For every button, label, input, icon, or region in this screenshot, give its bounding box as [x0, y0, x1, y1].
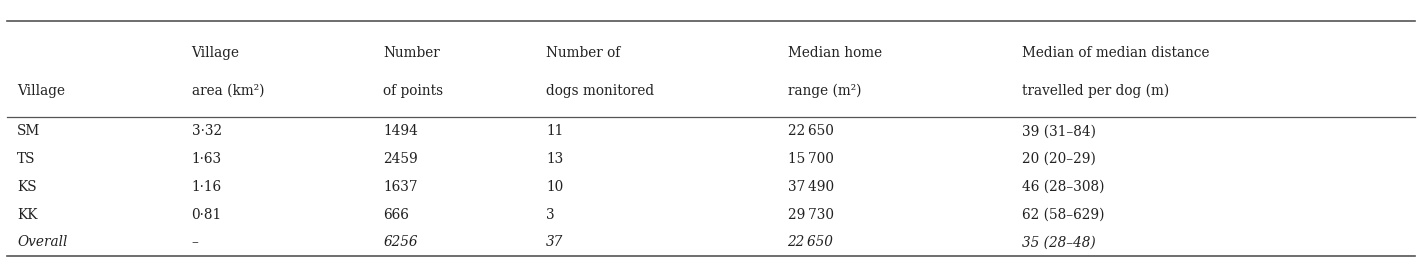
Text: range (m²): range (m²)	[788, 84, 861, 98]
Text: 13: 13	[546, 152, 563, 166]
Text: –: –	[192, 235, 199, 249]
Text: KK: KK	[17, 208, 37, 222]
Text: Median of median distance: Median of median distance	[1022, 46, 1209, 60]
Text: 10: 10	[546, 180, 563, 194]
Text: 1·16: 1·16	[192, 180, 221, 194]
Text: 22 650: 22 650	[788, 235, 833, 249]
Text: 35 (28–48): 35 (28–48)	[1022, 235, 1095, 249]
Text: 1·63: 1·63	[192, 152, 221, 166]
Text: Village: Village	[17, 84, 65, 98]
Text: 29 730: 29 730	[788, 208, 833, 222]
Text: 39 (31–84): 39 (31–84)	[1022, 124, 1095, 138]
Text: 46 (28–308): 46 (28–308)	[1022, 180, 1104, 194]
Text: 2459: 2459	[383, 152, 417, 166]
Text: 62 (58–629): 62 (58–629)	[1022, 208, 1104, 222]
Text: 15 700: 15 700	[788, 152, 833, 166]
Text: Number: Number	[383, 46, 440, 60]
Text: of points: of points	[383, 84, 443, 98]
Text: Number of: Number of	[546, 46, 620, 60]
Text: 37: 37	[546, 235, 563, 249]
Text: area (km²): area (km²)	[192, 84, 264, 98]
Text: SM: SM	[17, 124, 40, 138]
Text: 3: 3	[546, 208, 555, 222]
Text: 22 650: 22 650	[788, 124, 833, 138]
Text: Overall: Overall	[17, 235, 68, 249]
Text: 1637: 1637	[383, 180, 417, 194]
Text: 11: 11	[546, 124, 563, 138]
Text: Village: Village	[192, 46, 240, 60]
Text: 666: 666	[383, 208, 409, 222]
Text: 6256: 6256	[383, 235, 417, 249]
Text: KS: KS	[17, 180, 37, 194]
Text: travelled per dog (m): travelled per dog (m)	[1022, 84, 1169, 98]
Text: 3·32: 3·32	[192, 124, 221, 138]
Text: Median home: Median home	[788, 46, 881, 60]
Text: 1494: 1494	[383, 124, 419, 138]
Text: TS: TS	[17, 152, 35, 166]
Text: dogs monitored: dogs monitored	[546, 84, 654, 98]
Text: 37 490: 37 490	[788, 180, 834, 194]
Text: 0·81: 0·81	[192, 208, 221, 222]
Text: 20 (20–29): 20 (20–29)	[1022, 152, 1095, 166]
